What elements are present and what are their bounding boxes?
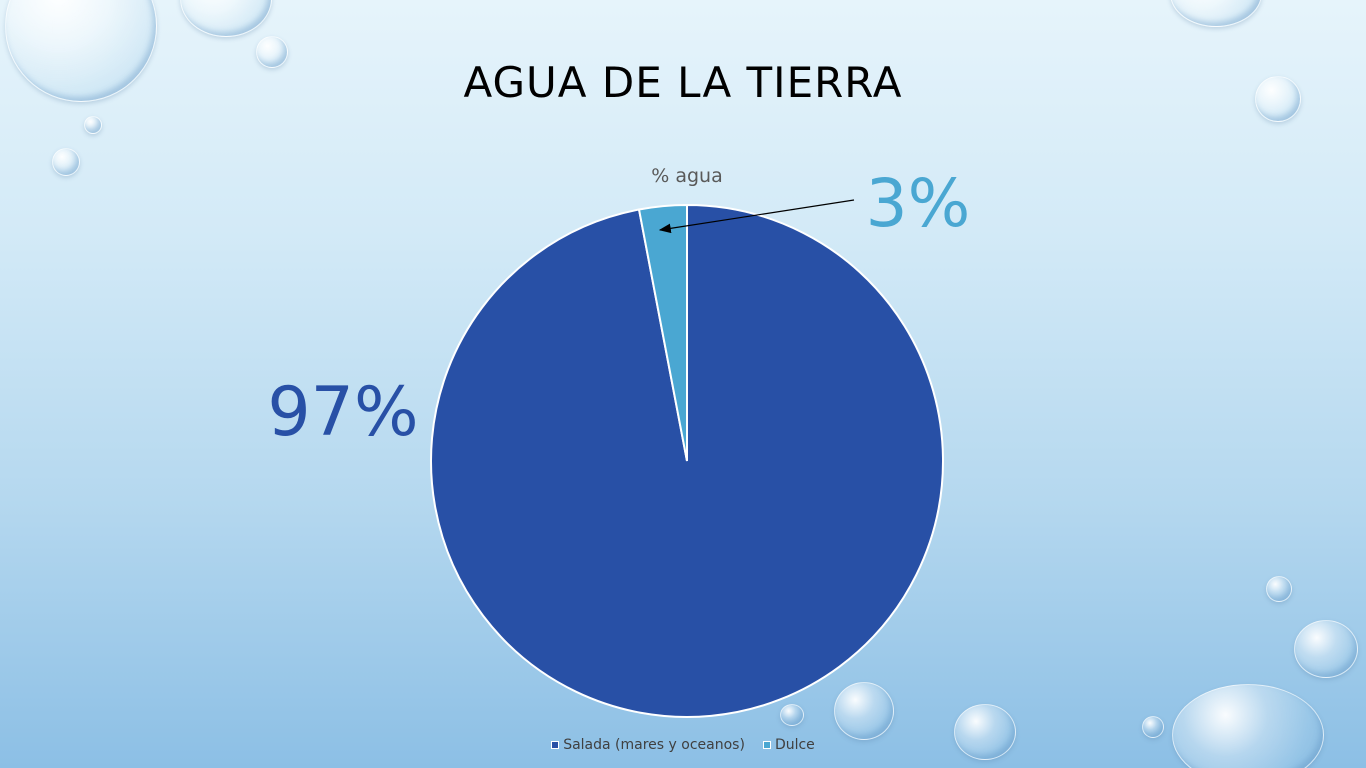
legend-swatch-salada bbox=[551, 741, 560, 749]
slide-title: AGUA DE LA TIERRA bbox=[463, 58, 903, 107]
water-drop-decoration bbox=[780, 704, 804, 726]
legend-item-dulce: Dulce bbox=[762, 737, 815, 753]
water-drop-decoration bbox=[834, 682, 894, 740]
legend-item-salada: Salada (mares y oceanos) bbox=[551, 737, 745, 753]
data-label-salada: 97% bbox=[267, 373, 418, 452]
legend-label-dulce: Dulce bbox=[774, 737, 815, 753]
water-drop-decoration bbox=[1294, 620, 1358, 678]
data-label-dulce: 3% bbox=[866, 165, 971, 242]
chart-title: % agua bbox=[651, 165, 722, 187]
chart-legend: Salada (mares y oceanos) Dulce bbox=[0, 737, 1366, 753]
water-drop-decoration bbox=[1255, 76, 1301, 122]
water-drop-decoration bbox=[1142, 716, 1164, 738]
callout-arrow bbox=[658, 199, 855, 234]
water-drop-decoration bbox=[1266, 576, 1292, 602]
water-drop-decoration bbox=[1172, 684, 1324, 768]
legend-swatch-dulce bbox=[762, 741, 771, 749]
water-drop-decoration bbox=[256, 36, 288, 68]
pie-slice-dulce bbox=[637, 203, 688, 462]
water-drop-decoration bbox=[954, 704, 1016, 760]
water-drop-decoration bbox=[52, 148, 80, 176]
water-drop-decoration bbox=[84, 116, 102, 134]
legend-label-salada: Salada (mares y oceanos) bbox=[563, 737, 745, 753]
